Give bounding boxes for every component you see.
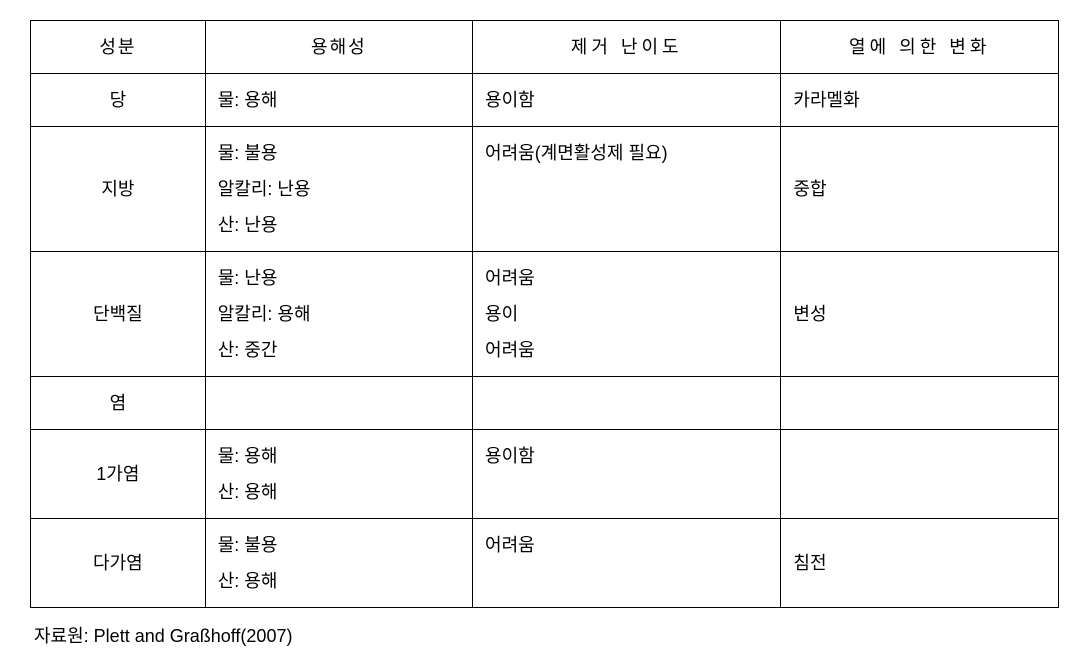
cell-line: 어려움 (485, 332, 768, 368)
cell-line: 어려움(계면활성제 필요) (485, 135, 768, 171)
source-citation: 자료원: Plett and Graßhoff(2007) (30, 622, 1059, 648)
cell-line: 물: 불용 (218, 135, 460, 171)
cell-line: 변성 (793, 296, 1046, 332)
cell-difficulty: 어려움(계면활성제 필요) (473, 127, 781, 252)
cell-line: 어려움 (485, 527, 768, 563)
cell-heat: 카라멜화 (781, 74, 1059, 127)
cell-solubility (205, 377, 472, 430)
cell-solubility: 물: 난용알칼리: 용해산: 중간 (205, 252, 472, 377)
cell-line: 카라멜화 (793, 82, 1046, 118)
cell-difficulty (473, 377, 781, 430)
table-row: 1가염물: 용해산: 용해용이함 (31, 430, 1059, 519)
table-row: 당 물: 용해 용이함 카라멜화 (31, 74, 1059, 127)
cell-component: 염 (31, 377, 206, 430)
cell-line: 중합 (793, 171, 1046, 207)
cell-line: 산: 중간 (218, 332, 460, 368)
cell-line: 침전 (793, 545, 1046, 581)
cell-heat (781, 377, 1059, 430)
table-row: 염 (31, 377, 1059, 430)
table-row: 단백질물: 난용알칼리: 용해산: 중간어려움용이어려움변성 (31, 252, 1059, 377)
cell-solubility: 물: 불용산: 용해 (205, 519, 472, 608)
table-row: 지방물: 불용알칼리: 난용산: 난용어려움(계면활성제 필요)중합 (31, 127, 1059, 252)
cell-line: 산: 난용 (218, 207, 460, 243)
cell-line: 물: 용해 (218, 438, 460, 474)
table-body: 당물: 용해용이함카라멜화지방물: 불용알칼리: 난용산: 난용어려움(계면활성… (31, 74, 1059, 608)
cell-difficulty: 용이함 (473, 74, 781, 127)
table-row: 다가염물: 불용산: 용해어려움침전 (31, 519, 1059, 608)
cell-heat: 중합 (781, 127, 1059, 252)
cell-line: 산: 용해 (218, 563, 460, 599)
cell-heat: 침전 (781, 519, 1059, 608)
header-difficulty: 제거 난이도 (473, 21, 781, 74)
header-heat: 열에 의한 변화 (781, 21, 1059, 74)
cell-line: 알칼리: 용해 (218, 296, 460, 332)
cell-line: 물: 불용 (218, 527, 460, 563)
cell-difficulty: 용이함 (473, 430, 781, 519)
cell-solubility: 물: 용해산: 용해 (205, 430, 472, 519)
cell-line: 산: 용해 (218, 474, 460, 510)
cell-line: 용이함 (485, 438, 768, 474)
cell-line: 알칼리: 난용 (218, 171, 460, 207)
cell-component: 단백질 (31, 252, 206, 377)
cell-difficulty: 어려움용이어려움 (473, 252, 781, 377)
solubility-table: 성분 용해성 제거 난이도 열에 의한 변화 당물: 용해용이함카라멜화지방물:… (30, 20, 1059, 608)
cell-line: 용이 (485, 296, 768, 332)
header-component: 성분 (31, 21, 206, 74)
cell-heat: 변성 (781, 252, 1059, 377)
cell-component: 지방 (31, 127, 206, 252)
cell-component: 1가염 (31, 430, 206, 519)
cell-line: 물: 난용 (218, 260, 460, 296)
cell-solubility: 물: 용해 (205, 74, 472, 127)
cell-component: 다가염 (31, 519, 206, 608)
cell-heat (781, 430, 1059, 519)
cell-difficulty: 어려움 (473, 519, 781, 608)
cell-solubility: 물: 불용알칼리: 난용산: 난용 (205, 127, 472, 252)
header-solubility: 용해성 (205, 21, 472, 74)
cell-line: 물: 용해 (218, 82, 460, 118)
cell-line: 어려움 (485, 260, 768, 296)
cell-component: 당 (31, 74, 206, 127)
cell-line: 용이함 (485, 82, 768, 118)
table-header-row: 성분 용해성 제거 난이도 열에 의한 변화 (31, 21, 1059, 74)
